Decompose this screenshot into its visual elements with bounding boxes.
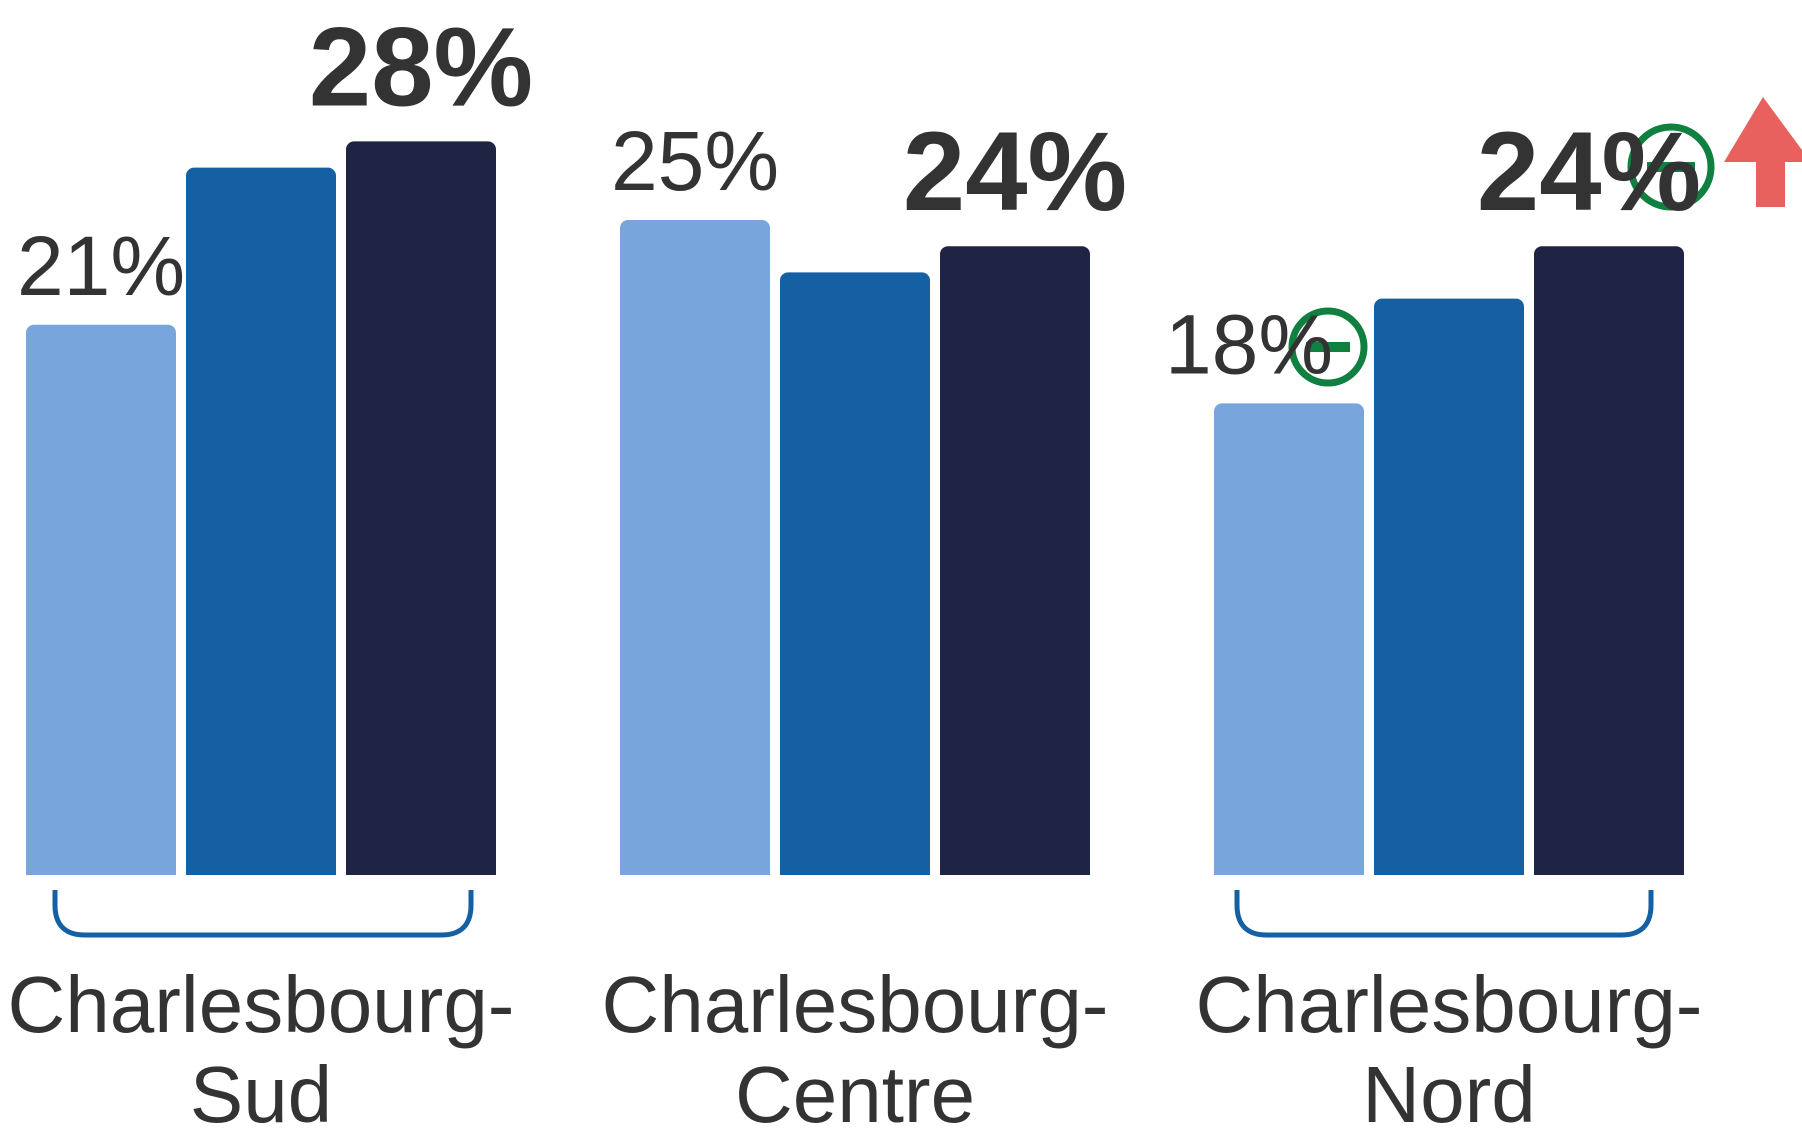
category-line: Charlesbourg- — [1196, 960, 1703, 1049]
bar — [940, 246, 1090, 875]
bar — [1214, 403, 1364, 875]
bar — [186, 167, 336, 876]
up-arrow — [1724, 97, 1802, 207]
bar-foot — [780, 867, 930, 875]
bar-foot — [620, 867, 770, 875]
category-line: Charlesbourg- — [8, 960, 515, 1049]
category-line: Sud — [190, 1050, 332, 1128]
bar — [1534, 246, 1684, 875]
bar — [1374, 298, 1524, 876]
value-label: 24% — [903, 109, 1127, 234]
bar — [346, 141, 496, 875]
bar-foot — [1534, 867, 1684, 875]
value-label: 28% — [309, 4, 533, 129]
category-line: Nord — [1362, 1050, 1535, 1128]
category-label: Charlesbourg-Nord — [1196, 960, 1703, 1128]
neutral-icon — [1627, 123, 1715, 211]
bar — [780, 272, 930, 875]
bar — [26, 324, 176, 875]
bar-foot — [1214, 867, 1364, 875]
value-label: 21% — [17, 219, 185, 313]
brace — [52, 890, 474, 938]
value-label: 25% — [611, 114, 779, 208]
category-label: Charlesbourg-Centre — [602, 960, 1109, 1128]
neutral-icon — [1288, 307, 1368, 387]
bar-foot — [346, 867, 496, 875]
bar-foot — [1374, 867, 1524, 875]
category-line: Charlesbourg- — [602, 960, 1109, 1049]
bar — [620, 220, 770, 875]
bar-foot — [186, 867, 336, 875]
value-label: 18% — [1165, 297, 1333, 391]
category-label: Charlesbourg-Sud — [8, 960, 515, 1128]
bar-foot — [26, 867, 176, 875]
brace — [1234, 890, 1654, 938]
value-label: 24% — [1477, 109, 1701, 234]
bar-foot — [940, 867, 1090, 875]
category-line: Centre — [735, 1050, 975, 1128]
